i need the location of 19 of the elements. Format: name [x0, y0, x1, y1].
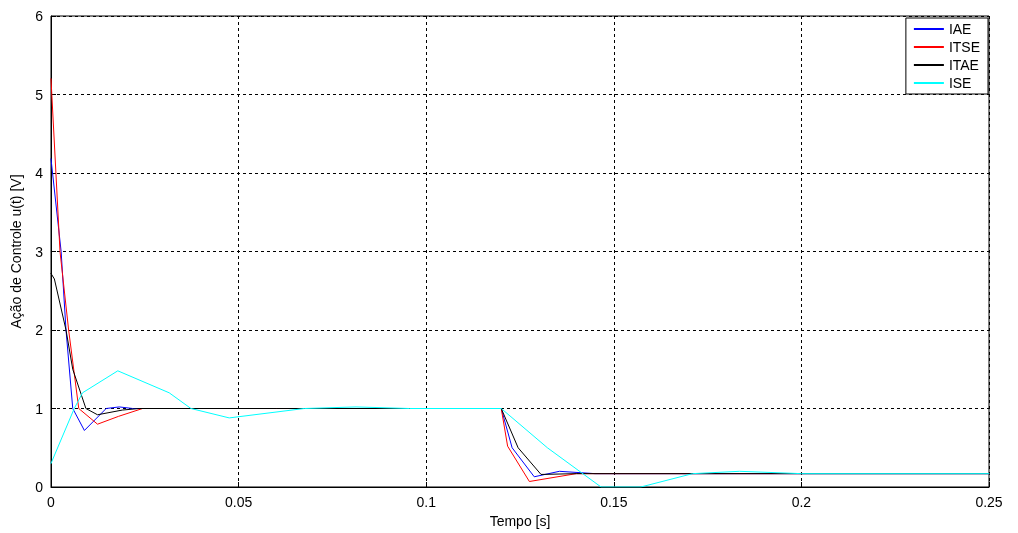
- x-tick-label: 0.2: [791, 494, 812, 510]
- y-tick-label: 6: [35, 8, 44, 24]
- y-tick-label: 1: [35, 400, 44, 417]
- x-tick-label: 0.1: [416, 494, 437, 510]
- x-tick-label: 0: [47, 494, 56, 510]
- y-axis-title: Ação de Controle u(t) [V]: [8, 174, 24, 329]
- y-tick-label: 0: [35, 479, 44, 495]
- y-tick-label: 3: [35, 243, 44, 260]
- x-axis-title: Tempo [s]: [489, 512, 551, 529]
- legend-label: ITSE: [948, 39, 981, 55]
- y-tick-label: 2: [35, 322, 44, 338]
- x-tick-label: 0.15: [600, 494, 628, 510]
- y-tick-label: 5: [35, 86, 44, 103]
- x-tick-label: 0.25: [975, 494, 1003, 510]
- legend-label: ITAE: [948, 57, 979, 73]
- legend-label: IAE: [948, 21, 972, 37]
- legend-label: ISE: [948, 75, 972, 91]
- x-tick-label: 0.05: [224, 494, 253, 510]
- y-tick-label: 4: [35, 165, 44, 181]
